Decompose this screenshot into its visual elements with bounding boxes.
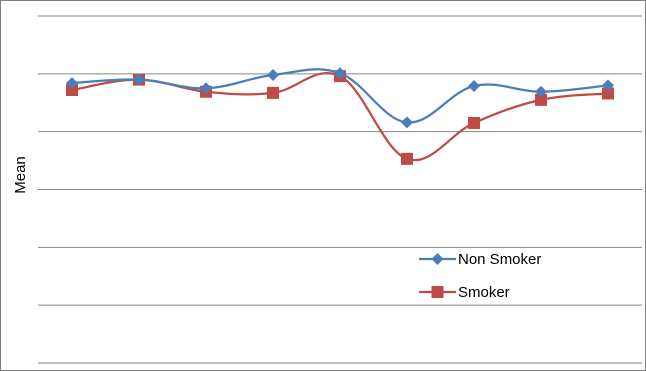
data-point-non-smoker-1 [66, 77, 78, 90]
data-point-smoker-1 [66, 84, 78, 97]
data-point-smoker-9 [602, 87, 614, 100]
data-point-smoker-4 [267, 86, 279, 99]
legend-label-smoker: Smoker [458, 284, 510, 301]
legend-marker-smoker [431, 286, 444, 298]
data-point-non-smoker-3 [200, 82, 212, 95]
data-point-non-smoker-7 [468, 79, 480, 92]
data-point-non-smoker-4 [267, 68, 279, 81]
y-axis-label: Mean [12, 156, 29, 194]
legend: Non Smoker Smoker [419, 251, 541, 301]
data-point-non-smoker-8 [535, 85, 547, 98]
data-point-non-smoker-5 [334, 67, 346, 80]
data-point-smoker-7 [468, 116, 480, 129]
legend-label-non-smoker: Non Smoker [458, 251, 541, 268]
data-point-non-smoker-2 [133, 73, 145, 86]
data-point-smoker-8 [535, 93, 547, 106]
series-layer [66, 67, 614, 165]
legend-marker-non-smoker [431, 253, 444, 265]
series-line-smoker [71, 71, 609, 162]
data-point-non-smoker-6 [401, 116, 413, 129]
data-point-smoker-6 [401, 152, 413, 165]
data-point-non-smoker-9 [602, 79, 614, 92]
